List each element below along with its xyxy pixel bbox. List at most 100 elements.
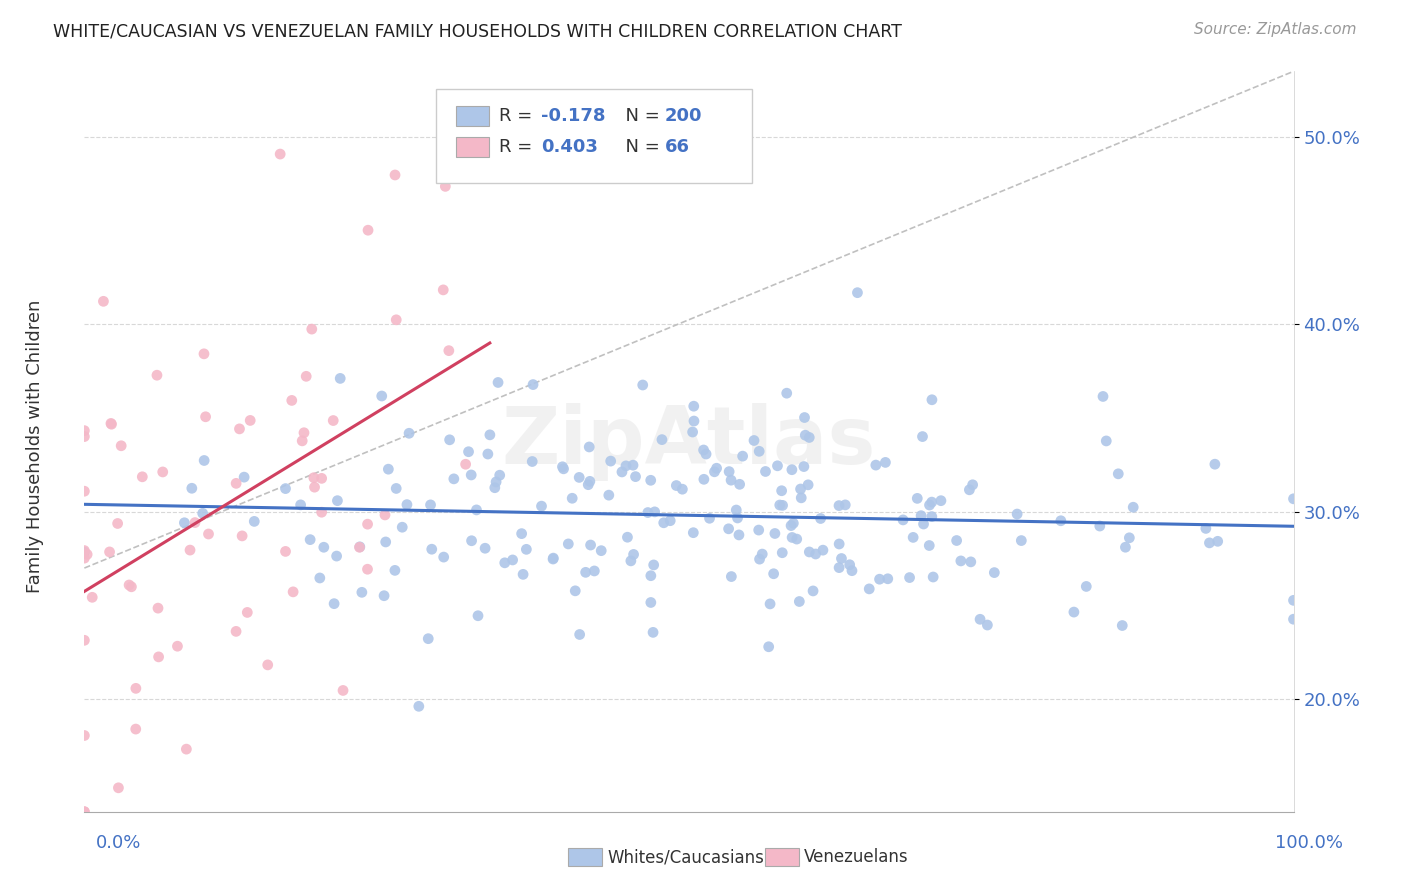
Text: 100.0%: 100.0%: [1275, 834, 1343, 852]
Point: [98, 545, 121, 559]
Point: [641, 625, 664, 640]
Point: [484, 481, 506, 495]
Point: [465, 503, 488, 517]
Point: [905, 491, 928, 506]
Point: [637, 506, 659, 520]
Point: [146, 601, 169, 615]
Point: [494, 556, 516, 570]
Point: [790, 491, 813, 505]
Text: N =: N =: [614, 107, 666, 125]
Point: [197, 527, 219, 541]
Point: [73, 805, 96, 819]
Point: [474, 541, 496, 556]
Point: [891, 513, 914, 527]
Point: [599, 454, 621, 468]
Point: [875, 455, 897, 469]
Point: [432, 283, 454, 297]
Point: [776, 386, 799, 401]
Point: [838, 558, 860, 572]
Point: [748, 523, 770, 537]
Point: [371, 389, 394, 403]
Point: [329, 371, 352, 385]
Point: [614, 458, 637, 473]
Point: [418, 632, 440, 646]
Point: [118, 578, 141, 592]
Point: [799, 545, 821, 559]
Point: [1092, 389, 1115, 403]
Point: [830, 551, 852, 566]
Point: [640, 595, 662, 609]
Point: [828, 499, 851, 513]
Point: [350, 585, 373, 599]
Point: [325, 549, 347, 563]
Point: [100, 417, 122, 432]
Point: [682, 525, 704, 540]
Point: [291, 434, 314, 448]
Point: [110, 439, 132, 453]
Point: [73, 424, 96, 438]
Point: [73, 429, 96, 443]
Point: [166, 639, 188, 653]
Point: [780, 463, 803, 477]
Point: [299, 533, 322, 547]
Point: [225, 476, 247, 491]
Point: [1111, 618, 1133, 632]
Point: [419, 498, 441, 512]
Point: [921, 509, 943, 524]
Point: [522, 454, 544, 468]
Text: 66: 66: [665, 138, 690, 156]
Point: [720, 569, 742, 583]
Point: [644, 505, 666, 519]
Point: [759, 597, 782, 611]
Point: [683, 414, 706, 428]
Point: [671, 482, 693, 496]
Point: [922, 570, 945, 584]
Point: [179, 543, 201, 558]
Point: [385, 482, 408, 496]
Point: [640, 568, 662, 582]
Point: [152, 465, 174, 479]
Point: [912, 516, 935, 531]
Point: [910, 508, 932, 523]
Point: [945, 533, 967, 548]
Point: [398, 426, 420, 441]
Point: [308, 571, 330, 585]
Point: [772, 499, 794, 513]
Point: [579, 538, 602, 552]
Point: [193, 453, 215, 467]
Point: [911, 429, 934, 443]
Point: [460, 467, 482, 482]
Point: [620, 554, 643, 568]
Text: 200: 200: [665, 107, 703, 125]
Point: [176, 742, 198, 756]
Point: [408, 699, 430, 714]
Text: Venezuelans: Venezuelans: [804, 848, 908, 866]
Point: [643, 558, 665, 572]
Point: [349, 541, 371, 555]
Point: [225, 624, 247, 639]
Point: [692, 442, 714, 457]
Point: [652, 516, 675, 530]
Point: [789, 594, 811, 608]
Point: [623, 548, 645, 562]
Point: [553, 462, 575, 476]
Point: [356, 562, 378, 576]
Point: [384, 563, 406, 577]
Point: [193, 347, 215, 361]
Point: [1107, 467, 1129, 481]
Point: [1063, 605, 1085, 619]
Point: [794, 428, 817, 442]
Point: [457, 444, 479, 458]
Point: [304, 480, 326, 494]
Point: [228, 422, 250, 436]
Point: [76, 548, 98, 562]
Point: [485, 475, 508, 489]
Point: [703, 465, 725, 479]
Point: [420, 542, 443, 557]
Text: Whites/Caucasians: Whites/Caucasians: [607, 848, 765, 866]
Point: [841, 564, 863, 578]
Point: [82, 591, 104, 605]
Point: [918, 539, 941, 553]
Point: [326, 493, 349, 508]
Point: [231, 529, 253, 543]
